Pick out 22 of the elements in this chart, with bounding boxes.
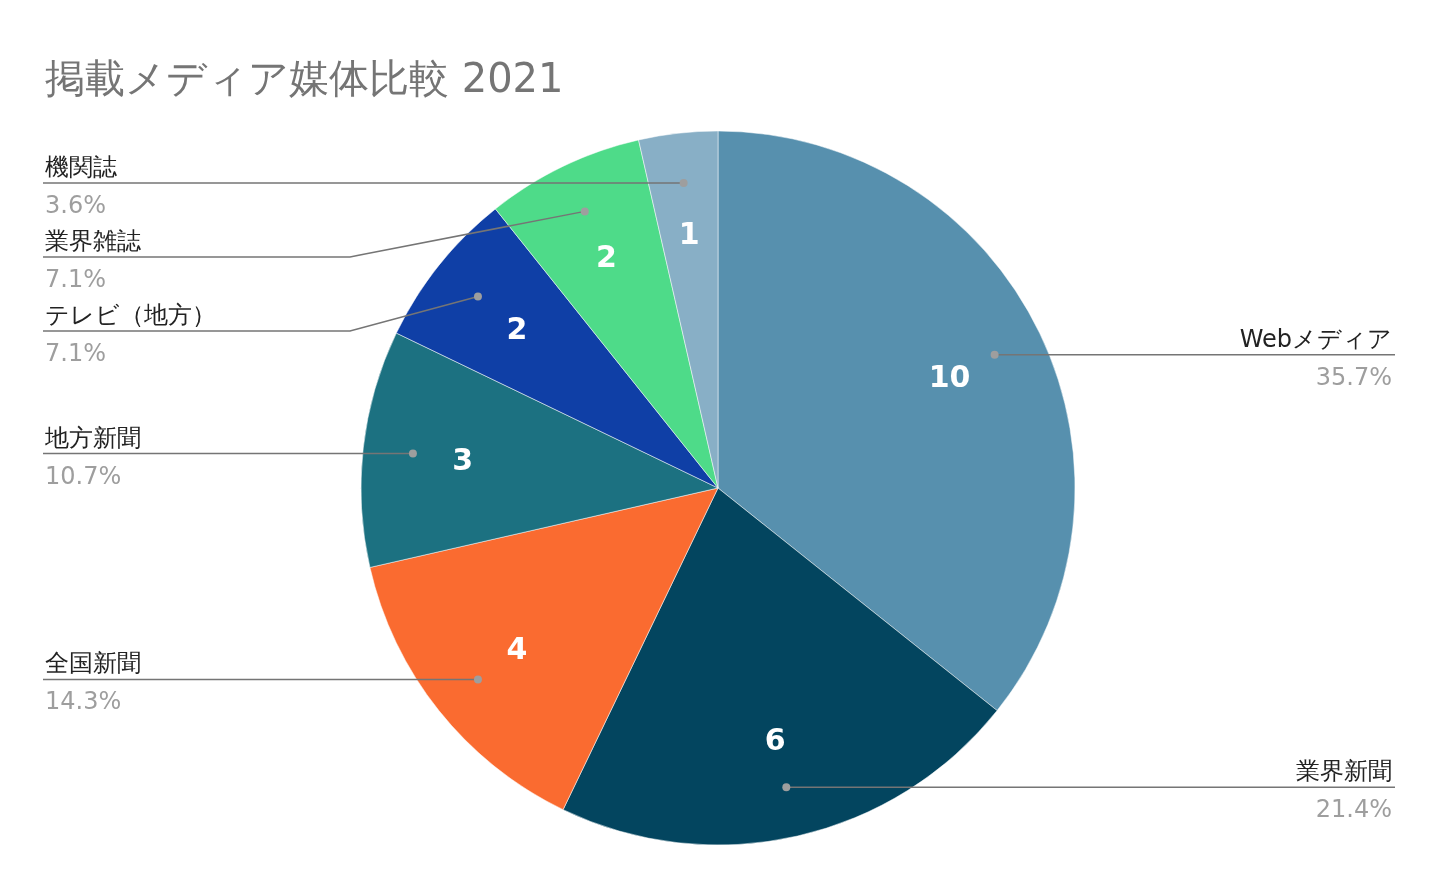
text: 7.1%	[45, 338, 106, 367]
text: 35.7%	[1315, 362, 1392, 391]
slice-label: 業界新聞	[1296, 757, 1392, 786]
slice-label: 業界雑誌	[45, 226, 141, 255]
data-label: 4	[506, 631, 528, 667]
data-label: 2	[596, 239, 617, 275]
slice-label: 地方新聞	[44, 423, 141, 452]
text: 21.4%	[1315, 795, 1392, 824]
chart-title: 掲載メディア媒体比較 2021	[45, 55, 564, 101]
data-label: 6	[764, 721, 786, 757]
text: 14.3%	[45, 687, 122, 716]
text: 3.6%	[45, 190, 106, 219]
slice-label: 機関誌	[45, 152, 117, 181]
data-label: 2	[506, 310, 528, 346]
data-label: 1	[678, 215, 700, 251]
text: 10.7%	[45, 461, 122, 490]
data-label: 3	[452, 442, 474, 478]
data-label: 10	[928, 359, 971, 395]
text: 7.1%	[45, 264, 106, 293]
slice-label: テレビ（地方）	[45, 300, 216, 329]
slice-label: 全国新聞	[45, 649, 141, 678]
slice-label: Webメディア	[1239, 324, 1392, 353]
